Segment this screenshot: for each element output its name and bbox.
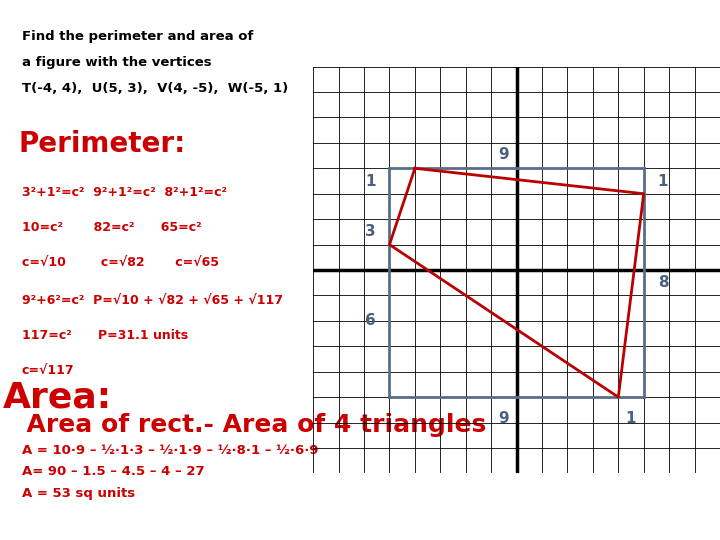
Text: Area of rect.- Area of 4 triangles: Area of rect.- Area of 4 triangles — [9, 413, 487, 437]
Text: Find the perimeter and area of: Find the perimeter and area of — [22, 30, 253, 43]
Text: 9: 9 — [498, 411, 509, 426]
Text: 1: 1 — [657, 173, 668, 188]
Text: 117=c²      P=31.1 units: 117=c² P=31.1 units — [22, 329, 188, 342]
Text: 6: 6 — [365, 313, 376, 328]
Text: 10=c²       82=c²      65=c²: 10=c² 82=c² 65=c² — [22, 221, 202, 234]
Text: 3²+1²=c²  9²+1²=c²  8²+1²=c²: 3²+1²=c² 9²+1²=c² 8²+1²=c² — [22, 186, 227, 199]
Text: Perimeter:: Perimeter: — [19, 130, 186, 158]
Text: a figure with the vertices: a figure with the vertices — [22, 56, 212, 69]
Text: 1: 1 — [365, 173, 376, 188]
Text: 3: 3 — [365, 224, 376, 239]
Bar — [390, 168, 644, 397]
Text: 9²+6²=c²  P=√10 + √82 + √65 + √117: 9²+6²=c² P=√10 + √82 + √65 + √117 — [22, 294, 283, 307]
Text: A= 90 – 1.5 – 4.5 – 4 – 27: A= 90 – 1.5 – 4.5 – 4 – 27 — [22, 465, 204, 478]
Text: 1: 1 — [626, 411, 636, 426]
Text: T(-4, 4),  U(5, 3),  V(4, -5),  W(-5, 1): T(-4, 4), U(5, 3), V(4, -5), W(-5, 1) — [22, 82, 288, 94]
Text: 8: 8 — [657, 275, 668, 290]
Text: 9: 9 — [498, 147, 509, 162]
Text: A = 53 sq units: A = 53 sq units — [22, 487, 135, 500]
Text: c=√10        c=√82       c=√65: c=√10 c=√82 c=√65 — [22, 256, 219, 269]
Text: Area:: Area: — [3, 381, 112, 415]
Text: c=√117: c=√117 — [22, 364, 75, 377]
Text: A = 10·9 – ½·1·3 – ½·1·9 – ½·8·1 – ½·6·9: A = 10·9 – ½·1·3 – ½·1·9 – ½·8·1 – ½·6·9 — [22, 444, 318, 457]
